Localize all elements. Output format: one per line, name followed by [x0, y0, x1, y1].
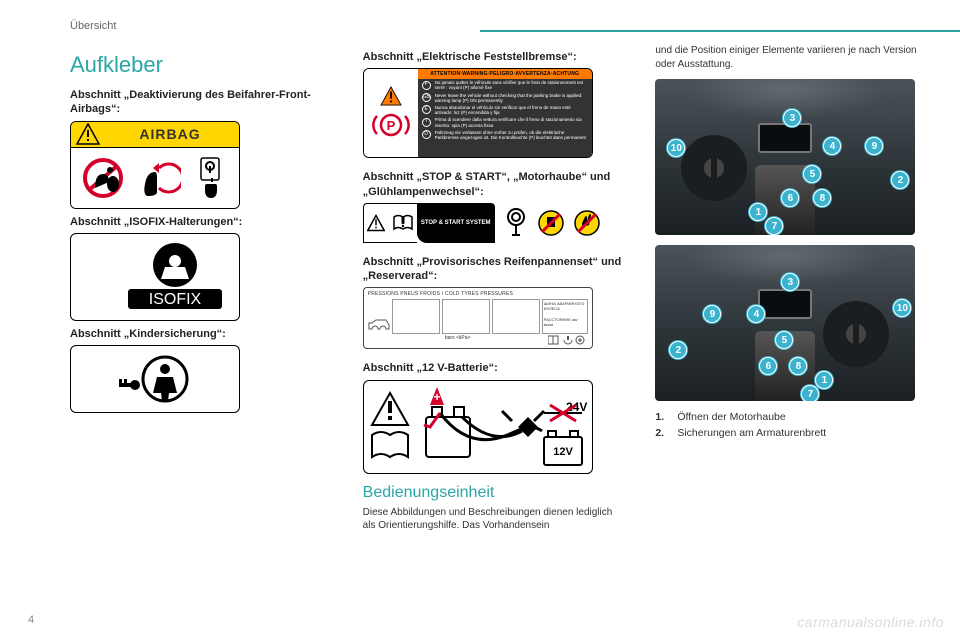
- unit-title: Bedienungseinheit: [363, 484, 628, 502]
- seat-turn-icon: [139, 156, 181, 200]
- tire-section-label: Abschnitt „Provisorisches Reifenpannense…: [363, 255, 628, 284]
- svg-text:12V: 12V: [553, 446, 573, 458]
- page: Übersicht Aufkleber Abschnitt „Deaktivie…: [0, 0, 960, 640]
- tire-footer-icons: ✽: [548, 335, 588, 345]
- warning-triangle-icon: [367, 214, 385, 232]
- page-number: 4: [28, 614, 34, 626]
- dashboard-badge-9: 9: [865, 137, 883, 155]
- svg-text:24V: 24V: [566, 400, 587, 414]
- childlock-icon: [95, 351, 215, 407]
- airbag-sticker: AIRBAG: [70, 121, 240, 209]
- tire-grid: ШИНА АВАРИЙНОГО КОЛЕСА РАССТОЯНИЕ км/мил…: [368, 299, 588, 334]
- tire-header: PRESSIONS PNEUS FROIDS / COLD TYRES PRES…: [368, 291, 588, 297]
- fan-belt-icon: [503, 207, 529, 239]
- pbrake-section-label: Abschnitt „Elektrische Feststellbremse“:: [363, 50, 628, 64]
- dashboard-photo-rhd: 31049526817: [655, 245, 915, 401]
- isofix-icon: ISOFIX: [80, 239, 230, 315]
- col3-intro: und die Position einiger Elemente variie…: [655, 44, 920, 71]
- isofix-sticker: ISOFIX: [70, 233, 240, 321]
- pbrake-line-d: DFahrzeug nie verlassen ohne vorher zu p…: [418, 129, 592, 141]
- legend-item: 2.Sicherungen am Armaturenbrett: [655, 427, 920, 439]
- airbag-banner: AIRBAG: [71, 122, 239, 148]
- open-book-icon: [393, 214, 413, 232]
- dashboard-badge-8: 8: [813, 189, 831, 207]
- manual-hand-icon: [197, 156, 227, 200]
- isofix-section-label: Abschnitt „ISOFIX-Halterungen“:: [70, 215, 335, 229]
- stopstart-section-label: Abschnitt „STOP & START“, „Motorhaube“ u…: [363, 170, 628, 199]
- dashboard-badge-5: 5: [803, 165, 821, 183]
- legend-item: 1.Öffnen der Motorhaube: [655, 411, 920, 423]
- stopstart-black: STOP & START SYSTEM: [417, 203, 495, 243]
- column-1: Aufkleber Abschnitt „Deaktivierung des B…: [70, 44, 335, 533]
- column-3: und die Position einiger Elemente variie…: [655, 44, 920, 533]
- warning-triangle-icon: [75, 123, 101, 145]
- svg-text:✽: ✽: [578, 338, 582, 344]
- dashboard-badge-4: 4: [747, 305, 765, 323]
- dashboard-badge-2: 2: [669, 341, 687, 359]
- section-rule: [480, 30, 960, 32]
- pbrake-line-gb: GBNever leave the vehicle without checki…: [418, 92, 592, 104]
- dashboard-badge-1: 1: [815, 371, 833, 389]
- warning-triangle-icon: [380, 86, 402, 106]
- dashboard-badge-2: 2: [891, 171, 909, 189]
- airbag-banner-text: AIRBAG: [101, 126, 239, 142]
- columns: Aufkleber Abschnitt „Deaktivierung des B…: [70, 44, 920, 533]
- no-touch-icon: [537, 209, 565, 237]
- pbrake-line-f: FNo jamais quitter le véhicule sans véri…: [418, 79, 592, 91]
- airbag-body: [71, 148, 239, 208]
- svg-text:ISOFIX: ISOFIX: [149, 291, 202, 308]
- dashboard-badge-7: 7: [801, 385, 819, 401]
- battery-sticker: + 12V 24V: [363, 380, 593, 474]
- parking-brake-sticker: P ATTENTION·WARNING·PELIGRO·AVVERTENZA·A…: [363, 68, 593, 158]
- stopstart-row: STOP & START SYSTEM: [363, 203, 628, 243]
- svg-text:P: P: [386, 118, 395, 133]
- dashboard-badge-9: 9: [703, 305, 721, 323]
- stopstart-white: [363, 203, 417, 243]
- battery-diagram-icon: + 12V 24V: [368, 383, 588, 471]
- airbag-prohibit-icon: [83, 156, 123, 200]
- dashboard-photo-lhd: 10349526817: [655, 79, 915, 235]
- stopstart-sticker: STOP & START SYSTEM: [363, 203, 495, 243]
- svg-text:+: +: [433, 390, 440, 404]
- childlock-sticker: [70, 345, 240, 413]
- dashboard-badge-4: 4: [823, 137, 841, 155]
- watermark: carmanualsonline.info: [797, 614, 944, 630]
- legend-list: 1.Öffnen der Motorhaube 2.Sicherungen am …: [655, 411, 920, 439]
- dashboard-badge-10: 10: [893, 299, 911, 317]
- pbrake-line-i: IPrima di scendere dalla vettura verific…: [418, 116, 592, 128]
- tire-units: bars <kPa>: [445, 335, 471, 345]
- unit-text: Diese Abbildungen und Beschreibungen die…: [363, 506, 628, 533]
- childlock-section-label: Abschnitt „Kindersicherung“:: [70, 327, 335, 341]
- parking-brake-p-icon: P: [371, 110, 411, 140]
- column-2: Abschnitt „Elektrische Feststellbremse“:…: [363, 44, 628, 533]
- pbrake-left: P: [364, 69, 418, 157]
- battery-section-label: Abschnitt „12 V-Batterie“:: [363, 361, 628, 375]
- page-title: Aufkleber: [70, 52, 335, 78]
- no-hand-icon: [573, 209, 601, 237]
- pbrake-line-e: ENunca abandonar el vehículo sin verific…: [418, 104, 592, 116]
- tire-pressure-sticker: PRESSIONS PNEUS FROIDS / COLD TYRES PRES…: [363, 287, 593, 349]
- pbrake-right: ATTENTION·WARNING·PELIGRO·AVVERTENZA·ACH…: [418, 69, 592, 157]
- tire-side: ШИНА АВАРИЙНОГО КОЛЕСА РАССТОЯНИЕ км/мил…: [542, 299, 588, 334]
- car-side-icon: [368, 316, 390, 334]
- airbag-section-label: Abschnitt „Deaktivierung des Beifahrer-F…: [70, 88, 335, 117]
- pbrake-header: ATTENTION·WARNING·PELIGRO·AVVERTENZA·ACH…: [418, 69, 592, 79]
